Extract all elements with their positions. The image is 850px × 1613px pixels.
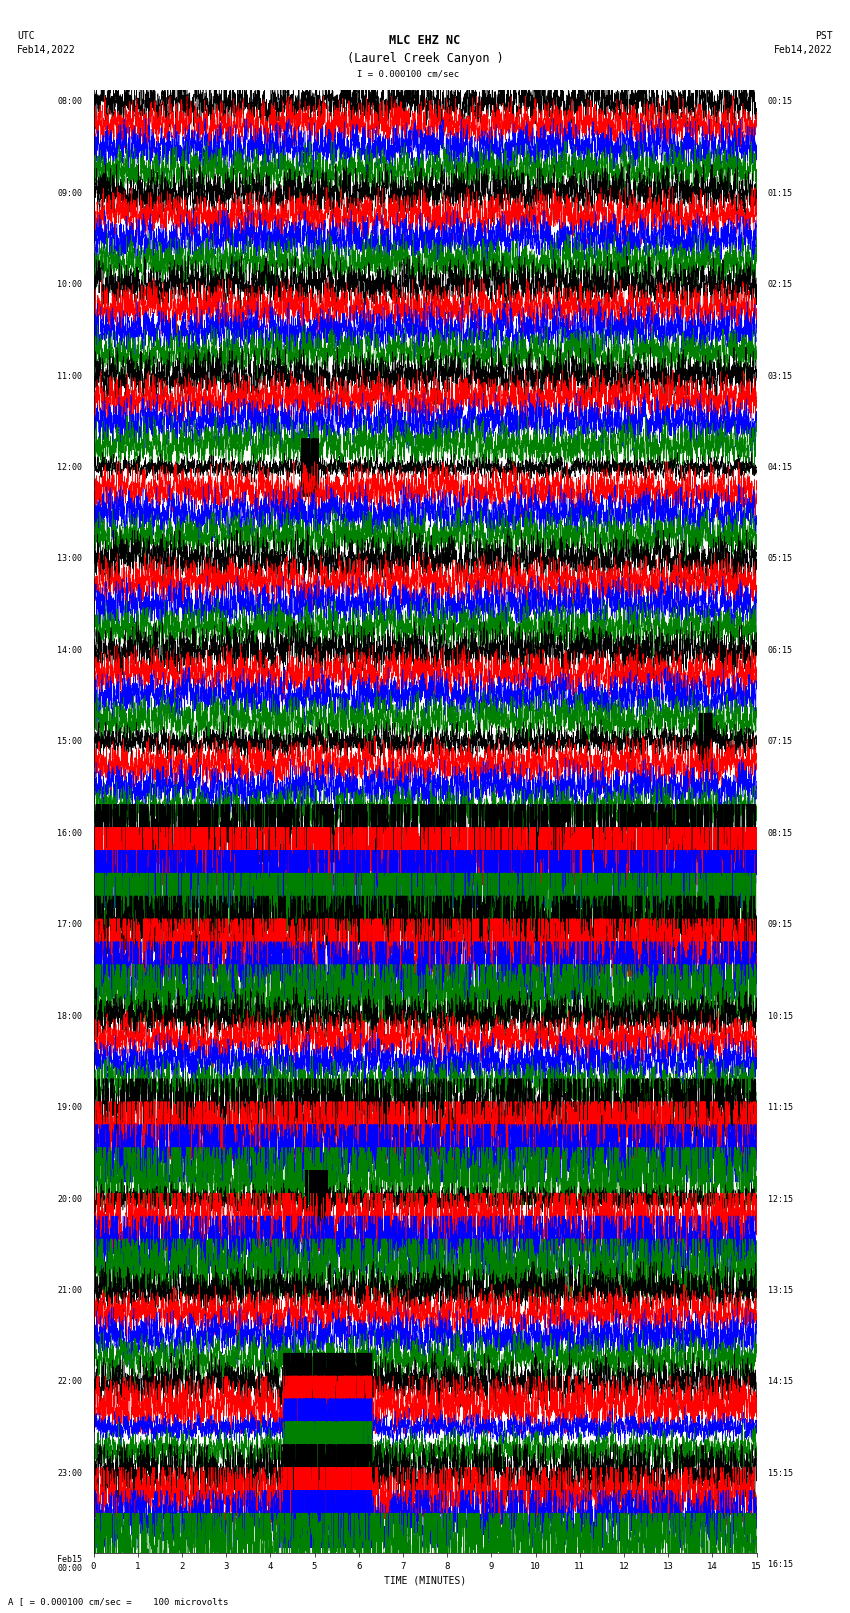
Text: 04:15: 04:15 xyxy=(768,463,792,473)
Text: 15:00: 15:00 xyxy=(58,737,82,747)
Text: 21:00: 21:00 xyxy=(58,1286,82,1295)
Text: 05:15: 05:15 xyxy=(768,555,792,563)
Text: 08:15: 08:15 xyxy=(768,829,792,837)
Text: MLC EHZ NC: MLC EHZ NC xyxy=(389,34,461,47)
Text: Feb14,2022: Feb14,2022 xyxy=(17,45,76,55)
Text: 09:15: 09:15 xyxy=(768,919,792,929)
Text: 02:15: 02:15 xyxy=(768,281,792,289)
Text: 13:00: 13:00 xyxy=(58,555,82,563)
Text: 23:00: 23:00 xyxy=(58,1469,82,1478)
Text: 09:00: 09:00 xyxy=(58,189,82,198)
Text: 22:00: 22:00 xyxy=(58,1378,82,1387)
Text: 17:00: 17:00 xyxy=(58,919,82,929)
Text: A [ = 0.000100 cm/sec =    100 microvolts: A [ = 0.000100 cm/sec = 100 microvolts xyxy=(8,1597,229,1607)
Text: 14:00: 14:00 xyxy=(58,645,82,655)
Text: PST: PST xyxy=(815,31,833,40)
Text: 11:00: 11:00 xyxy=(58,371,82,381)
Text: 07:15: 07:15 xyxy=(768,737,792,747)
Text: 01:15: 01:15 xyxy=(768,189,792,198)
Text: 00:15: 00:15 xyxy=(768,97,792,106)
Text: 16:15: 16:15 xyxy=(768,1560,792,1569)
Text: 08:00: 08:00 xyxy=(58,97,82,106)
Text: I = 0.000100 cm/sec: I = 0.000100 cm/sec xyxy=(357,69,459,79)
Text: 06:15: 06:15 xyxy=(768,645,792,655)
Text: 15:15: 15:15 xyxy=(768,1469,792,1478)
Text: 10:15: 10:15 xyxy=(768,1011,792,1021)
Text: 14:15: 14:15 xyxy=(768,1378,792,1387)
Text: 00:00: 00:00 xyxy=(58,1563,82,1573)
Text: 03:15: 03:15 xyxy=(768,371,792,381)
Text: 18:00: 18:00 xyxy=(58,1011,82,1021)
Text: (Laurel Creek Canyon ): (Laurel Creek Canyon ) xyxy=(347,52,503,65)
Text: UTC: UTC xyxy=(17,31,35,40)
Text: 19:00: 19:00 xyxy=(58,1103,82,1111)
Text: 16:00: 16:00 xyxy=(58,829,82,837)
Text: 12:00: 12:00 xyxy=(58,463,82,473)
Text: 20:00: 20:00 xyxy=(58,1195,82,1203)
Text: Feb14,2022: Feb14,2022 xyxy=(774,45,833,55)
Text: 11:15: 11:15 xyxy=(768,1103,792,1111)
Text: Feb15: Feb15 xyxy=(58,1555,82,1563)
Text: 10:00: 10:00 xyxy=(58,281,82,289)
Text: 12:15: 12:15 xyxy=(768,1195,792,1203)
X-axis label: TIME (MINUTES): TIME (MINUTES) xyxy=(384,1576,466,1586)
Text: 13:15: 13:15 xyxy=(768,1286,792,1295)
